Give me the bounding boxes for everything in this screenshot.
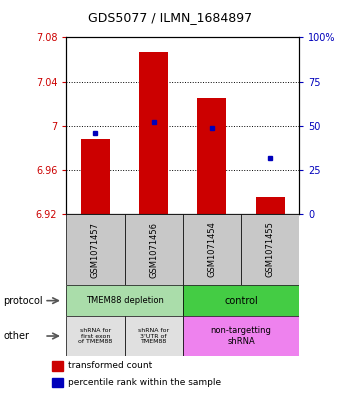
Text: GSM1071457: GSM1071457 — [91, 222, 100, 277]
Bar — [183, 316, 299, 356]
Bar — [52, 361, 63, 371]
Text: other: other — [3, 331, 29, 341]
Bar — [66, 285, 183, 316]
Bar — [124, 316, 183, 356]
Bar — [66, 214, 124, 285]
Text: control: control — [224, 296, 258, 306]
Text: GSM1071456: GSM1071456 — [149, 222, 158, 277]
Bar — [197, 98, 226, 214]
Text: shRNA for
3'UTR of
TMEM88: shRNA for 3'UTR of TMEM88 — [138, 328, 169, 344]
Text: transformed count: transformed count — [68, 362, 152, 371]
Text: percentile rank within the sample: percentile rank within the sample — [68, 378, 221, 387]
Bar — [183, 285, 299, 316]
Text: non-targetting
shRNA: non-targetting shRNA — [210, 326, 271, 346]
Bar — [81, 139, 110, 214]
Text: protocol: protocol — [3, 296, 43, 306]
Bar — [124, 214, 183, 285]
Bar — [183, 214, 241, 285]
Bar — [139, 52, 168, 214]
Bar — [241, 214, 299, 285]
Text: GDS5077 / ILMN_1684897: GDS5077 / ILMN_1684897 — [88, 11, 252, 24]
Text: shRNA for
first exon
of TMEM88: shRNA for first exon of TMEM88 — [78, 328, 113, 344]
Bar — [256, 196, 285, 214]
Text: TMEM88 depletion: TMEM88 depletion — [86, 296, 164, 305]
Bar — [52, 378, 63, 387]
Text: GSM1071455: GSM1071455 — [266, 222, 275, 277]
Text: GSM1071454: GSM1071454 — [207, 222, 216, 277]
Bar — [66, 316, 124, 356]
